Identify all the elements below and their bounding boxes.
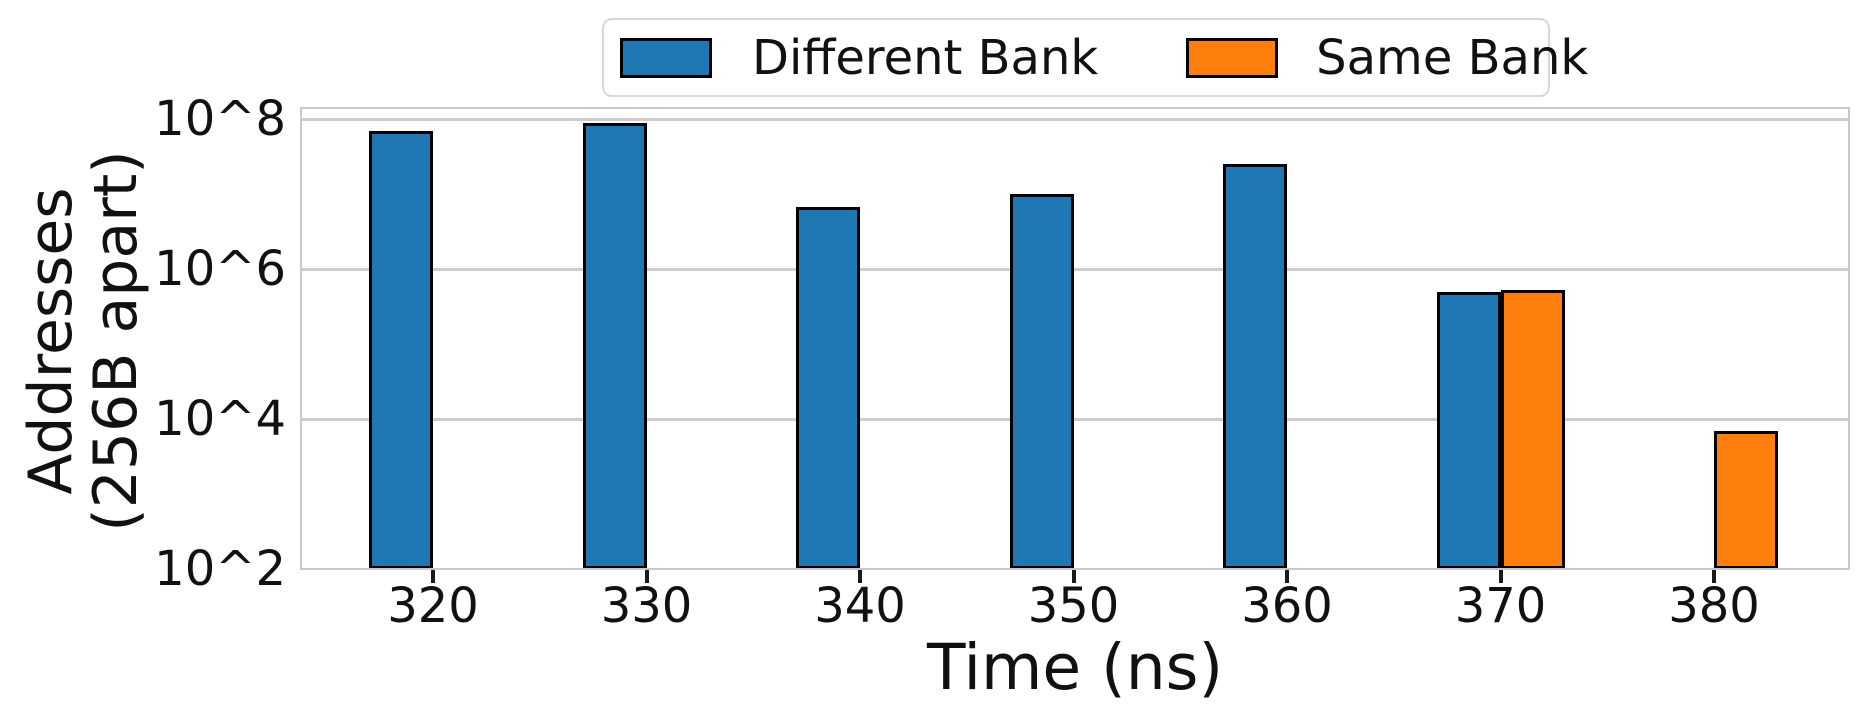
- x-tick-label-350: 350: [1027, 578, 1120, 634]
- gridline-10e4: [302, 418, 1848, 421]
- legend-item-same-bank: Same Bank: [1186, 34, 1588, 82]
- y-tick-label-10e6: 10^6: [154, 241, 286, 297]
- x-tick-label-380: 380: [1668, 578, 1760, 634]
- legend-label-different-bank: Different Bank: [752, 29, 1099, 86]
- y-axis-label: Addresses (256B apart): [16, 150, 151, 532]
- y-axis-label-line2: (256B apart): [81, 150, 151, 532]
- plot-area: [300, 107, 1850, 570]
- x-tick-mark-360: [1285, 570, 1289, 583]
- gridline-10e6: [302, 268, 1848, 271]
- x-axis-label: Time (ns): [926, 631, 1224, 704]
- bar-different-bank-330: [582, 123, 647, 569]
- x-tick-label-340: 340: [814, 578, 906, 634]
- gridline-10e8: [302, 118, 1848, 121]
- legend: Different Bank Same Bank: [602, 18, 1588, 97]
- x-tick-label-370: 370: [1454, 578, 1547, 634]
- y-tick-label-10e2: 10^2: [154, 541, 286, 597]
- bar-different-bank-370: [1436, 291, 1501, 569]
- bar-different-bank-360: [1223, 164, 1287, 569]
- y-tick-label-10e4: 10^4: [154, 391, 286, 447]
- x-tick-mark-330: [644, 570, 649, 583]
- y-tick-label-10e8: 10^8: [154, 91, 286, 147]
- legend-item-different-bank: Different Bank: [620, 34, 1098, 82]
- x-tick-mark-370: [1498, 570, 1503, 583]
- bar-different-bank-350: [1009, 194, 1074, 569]
- x-tick-mark-350: [1071, 570, 1076, 583]
- bar-different-bank-320: [369, 130, 433, 569]
- x-tick-mark-380: [1712, 570, 1716, 583]
- legend-swatch-different-bank: [620, 37, 712, 78]
- bar-same-bank-370: [1500, 290, 1565, 569]
- legend-swatch-same-bank: [1186, 37, 1279, 78]
- legend-label-same-bank: Same Bank: [1316, 29, 1589, 86]
- bar-different-bank-340: [796, 207, 860, 569]
- x-tick-mark-340: [858, 570, 862, 583]
- x-tick-label-320: 320: [387, 578, 479, 634]
- y-axis-label-line1: Addresses: [16, 187, 87, 495]
- bar-same-bank-380: [1714, 430, 1778, 569]
- x-tick-label-360: 360: [1241, 578, 1333, 634]
- x-tick-label-330: 330: [600, 578, 693, 634]
- x-tick-mark-320: [431, 570, 435, 583]
